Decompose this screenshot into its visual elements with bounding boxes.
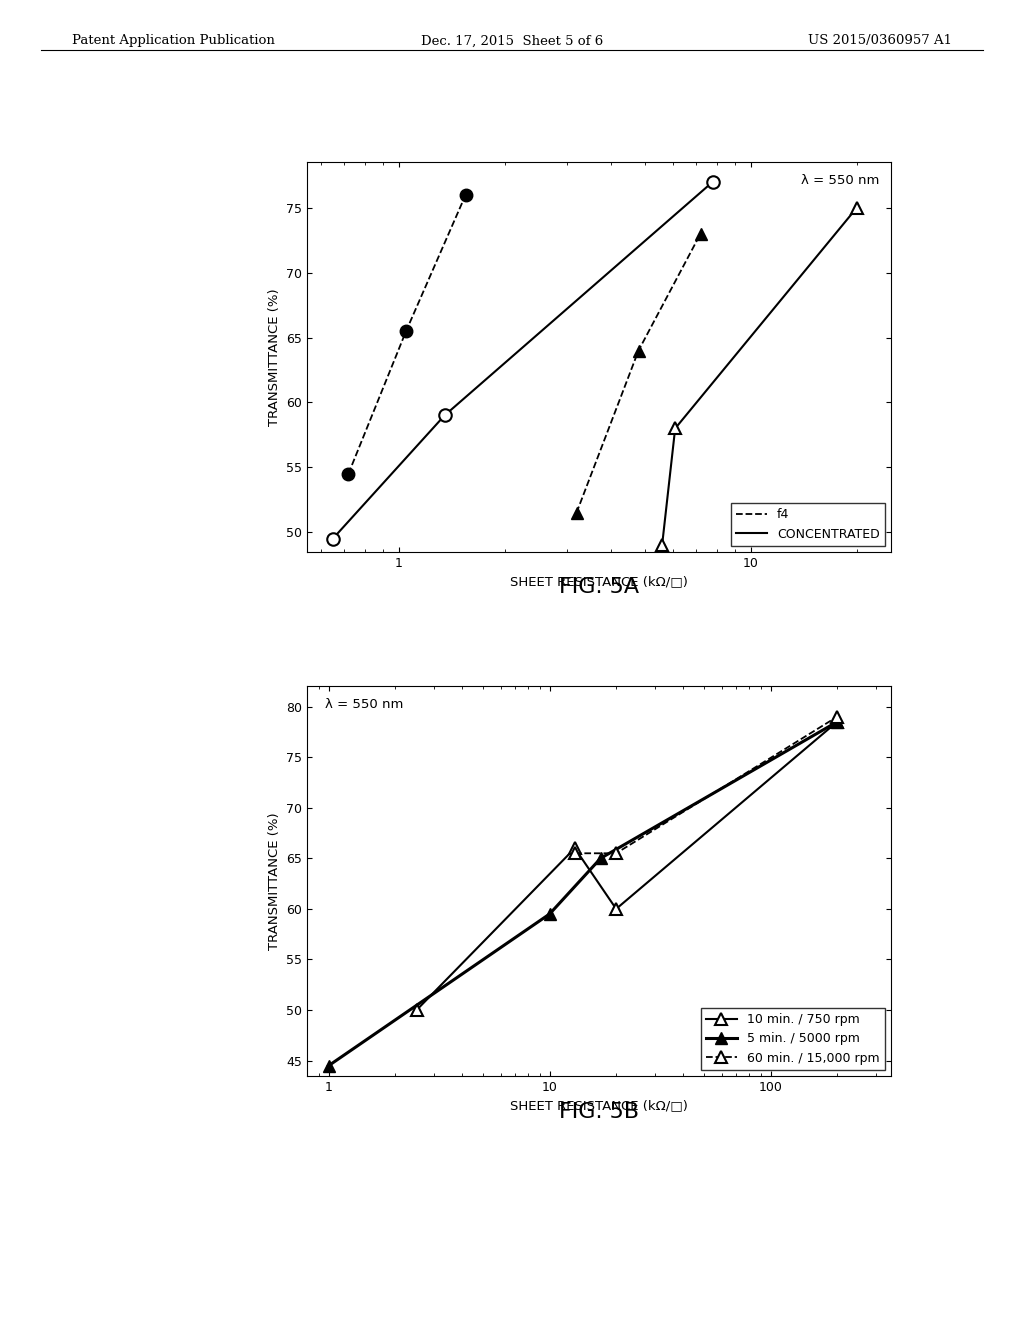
Text: Dec. 17, 2015  Sheet 5 of 6: Dec. 17, 2015 Sheet 5 of 6 [421, 34, 603, 48]
Legend: f4, CONCENTRATED: f4, CONCENTRATED [731, 503, 885, 545]
Text: λ = 550 nm: λ = 550 nm [801, 174, 880, 187]
Text: FIG. 5B: FIG. 5B [559, 1102, 639, 1122]
X-axis label: SHEET RESISTANCE (kΩ/□): SHEET RESISTANCE (kΩ/□) [510, 1100, 688, 1113]
Y-axis label: TRANSMITTANCE (%): TRANSMITTANCE (%) [268, 288, 281, 426]
X-axis label: SHEET RESISTANCE (kΩ/□): SHEET RESISTANCE (kΩ/□) [510, 576, 688, 589]
Y-axis label: TRANSMITTANCE (%): TRANSMITTANCE (%) [268, 812, 281, 950]
Text: US 2015/0360957 A1: US 2015/0360957 A1 [808, 34, 952, 48]
Text: FIG. 5A: FIG. 5A [559, 577, 639, 597]
Legend: 10 min. / 750 rpm, 5 min. / 5000 rpm, 60 min. / 15,000 rpm: 10 min. / 750 rpm, 5 min. / 5000 rpm, 60… [700, 1008, 885, 1069]
Text: Patent Application Publication: Patent Application Publication [72, 34, 274, 48]
Text: λ = 550 nm: λ = 550 nm [325, 698, 403, 711]
